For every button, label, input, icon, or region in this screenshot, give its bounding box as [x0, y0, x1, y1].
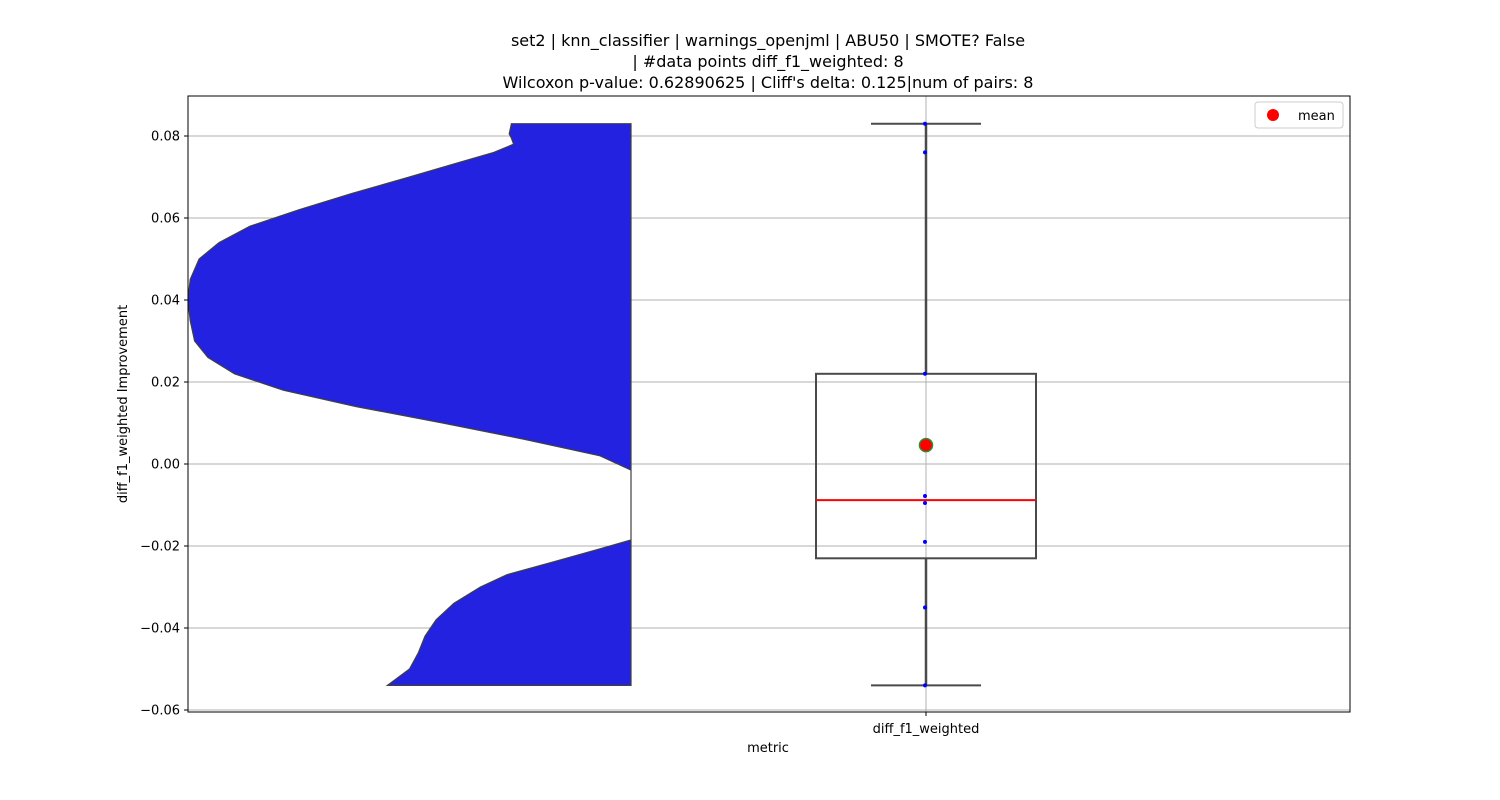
violin-plot	[187, 123, 632, 686]
data-point	[923, 605, 927, 610]
legend-mean-marker	[1267, 109, 1279, 121]
legend: mean	[1254, 101, 1344, 129]
x-axis-ticks: diff_f1_weighted	[873, 712, 980, 737]
data-points	[923, 121, 927, 688]
legend-box	[1254, 101, 1344, 129]
mean-marker	[918, 437, 934, 453]
x-axis-label: metric	[747, 741, 789, 756]
y-tick-label: 0.08	[151, 130, 180, 145]
legend-mean-label: mean	[1298, 109, 1335, 124]
x-tick-label: diff_f1_weighted	[873, 722, 980, 737]
y-axis-label: diff_f1_weighted Improvement	[116, 305, 131, 503]
data-point	[923, 371, 927, 376]
data-point	[923, 500, 927, 505]
chart-title: set2 | knn_classifier | warnings_openjml…	[503, 31, 1034, 92]
data-point	[923, 121, 927, 126]
data-point	[923, 493, 927, 498]
y-tick-label: 0.00	[151, 458, 180, 473]
data-point	[923, 683, 927, 688]
title-line-2: | #data points diff_f1_weighted: 8	[632, 52, 903, 72]
y-tick-label: 0.04	[151, 294, 180, 309]
plot-frame	[187, 95, 1351, 713]
y-tick-label: −0.06	[140, 704, 180, 719]
title-line-3: Wilcoxon p-value: 0.62890625 | Cliff's d…	[503, 73, 1034, 92]
y-tick-label: −0.04	[140, 622, 180, 637]
y-axis-ticks: −0.06 −0.04 −0.02 0.00 0.02 0.04 0.06 0.08	[140, 130, 188, 719]
violin-body	[187, 123, 632, 686]
y-tick-label: 0.06	[151, 212, 180, 227]
y-tick-label: 0.02	[151, 376, 180, 391]
title-line-1: set2 | knn_classifier | warnings_openjml…	[511, 31, 1025, 51]
y-tick-label: −0.02	[140, 540, 180, 555]
data-point	[923, 150, 927, 155]
data-point	[923, 539, 927, 544]
